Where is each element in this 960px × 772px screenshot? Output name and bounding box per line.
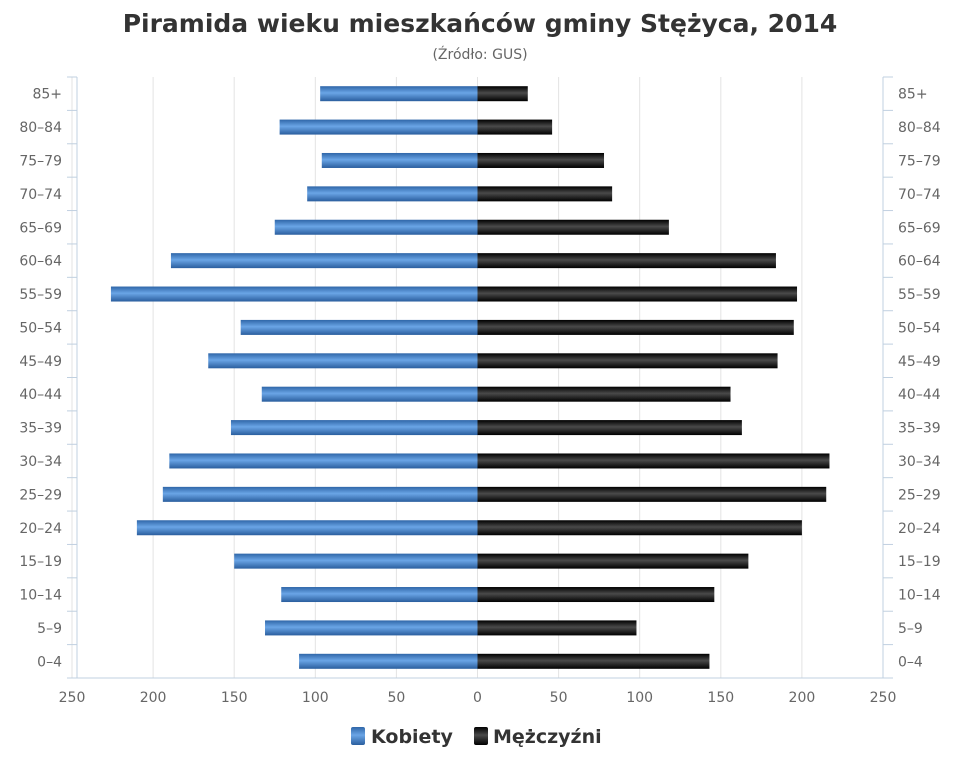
y-tick-label-right: 70–74	[898, 187, 941, 203]
bar-kobiety[interactable]	[261, 386, 478, 402]
bar-kobiety[interactable]	[265, 620, 478, 636]
bar-kobiety[interactable]	[170, 253, 478, 269]
bar-kobiety[interactable]	[240, 319, 478, 335]
y-tick-label-left: 85+	[32, 87, 62, 103]
y-tick-label-right: 15–19	[898, 554, 941, 570]
y-tick-label-right: 40–44	[898, 387, 941, 403]
legend-label-kobiety[interactable]: Kobiety	[371, 726, 454, 748]
y-tick-label-left: 5–9	[37, 621, 62, 637]
x-tick-label: 50	[387, 690, 405, 706]
y-tick-label-right: 25–29	[898, 487, 941, 503]
bar-mezczyzni[interactable]	[477, 420, 742, 436]
legend-swatch-mezczyzni[interactable]	[474, 727, 488, 745]
bar-mezczyzni[interactable]	[477, 353, 778, 369]
bar-mezczyzni[interactable]	[477, 253, 776, 269]
y-tick-label-right: 60–64	[898, 254, 941, 270]
y-tick-label-right: 75–79	[898, 153, 941, 169]
bar-kobiety[interactable]	[136, 520, 478, 536]
y-tick-label-right: 80–84	[898, 120, 941, 136]
bar-mezczyzni[interactable]	[477, 620, 637, 636]
bar-kobiety[interactable]	[279, 119, 478, 135]
bar-kobiety[interactable]	[169, 453, 478, 469]
x-tick-label: 200	[789, 690, 816, 706]
y-tick-label-left: 50–54	[19, 320, 62, 336]
x-tick-label: 250	[870, 690, 897, 706]
y-tick-label-left: 40–44	[19, 387, 62, 403]
y-tick-label-left: 10–14	[19, 588, 62, 604]
y-tick-label-right: 35–39	[898, 421, 941, 437]
y-tick-label-right: 30–34	[898, 454, 941, 470]
x-tick-label: 150	[707, 690, 734, 706]
y-tick-label-left: 80–84	[19, 120, 62, 136]
y-tick-label-left: 55–59	[19, 287, 62, 303]
y-tick-label-left: 15–19	[19, 554, 62, 570]
bar-kobiety[interactable]	[299, 653, 478, 669]
bar-mezczyzni[interactable]	[477, 319, 794, 335]
bar-mezczyzni[interactable]	[477, 453, 830, 469]
x-tick-label: 100	[302, 690, 329, 706]
bar-kobiety[interactable]	[230, 420, 478, 436]
x-tick-label: 100	[626, 690, 653, 706]
x-tick-label: 50	[550, 690, 568, 706]
y-tick-label-right: 85+	[898, 87, 928, 103]
bar-mezczyzni[interactable]	[477, 119, 553, 135]
y-tick-label-right: 10–14	[898, 588, 941, 604]
bar-mezczyzni[interactable]	[477, 653, 710, 669]
bar-kobiety[interactable]	[110, 286, 478, 302]
y-tick-label-left: 20–24	[19, 521, 62, 537]
bar-kobiety[interactable]	[162, 486, 478, 502]
bar-kobiety[interactable]	[274, 219, 478, 235]
bar-mezczyzni[interactable]	[477, 520, 802, 536]
legend-label-mezczyzni[interactable]: Mężczyźni	[493, 726, 602, 748]
y-tick-label-right: 55–59	[898, 287, 941, 303]
y-tick-label-left: 65–69	[19, 220, 62, 236]
bar-mezczyzni[interactable]	[477, 219, 669, 235]
chart-title: Piramida wieku mieszkańców gminy Stężyca…	[123, 9, 838, 38]
y-tick-label-right: 50–54	[898, 320, 941, 336]
y-tick-label-left: 35–39	[19, 421, 62, 437]
bar-mezczyzni[interactable]	[477, 486, 827, 502]
x-tick-label: 0	[473, 690, 482, 706]
bar-mezczyzni[interactable]	[477, 553, 749, 569]
y-tick-label-left: 75–79	[19, 153, 62, 169]
bar-kobiety[interactable]	[320, 86, 478, 102]
bar-mezczyzni[interactable]	[477, 286, 798, 302]
bar-kobiety[interactable]	[321, 152, 478, 168]
y-tick-label-left: 30–34	[19, 454, 62, 470]
bar-mezczyzni[interactable]	[477, 587, 715, 603]
y-tick-label-right: 65–69	[898, 220, 941, 236]
bar-mezczyzni[interactable]	[477, 186, 613, 202]
x-tick-label: 200	[140, 690, 167, 706]
y-tick-label-right: 5–9	[898, 621, 923, 637]
y-tick-label-left: 0–4	[37, 654, 62, 670]
bar-kobiety[interactable]	[307, 186, 478, 202]
y-tick-label-right: 45–49	[898, 354, 941, 370]
x-tick-label: 250	[59, 690, 86, 706]
y-tick-label-left: 60–64	[19, 254, 62, 270]
bar-mezczyzni[interactable]	[477, 386, 731, 402]
bar-mezczyzni[interactable]	[477, 152, 605, 168]
y-tick-label-left: 25–29	[19, 487, 62, 503]
bar-kobiety[interactable]	[208, 353, 478, 369]
y-tick-label-left: 70–74	[19, 187, 62, 203]
bar-mezczyzni[interactable]	[477, 86, 528, 102]
y-tick-label-right: 0–4	[898, 654, 923, 670]
legend-swatch-kobiety[interactable]	[351, 727, 365, 745]
x-tick-label: 150	[221, 690, 248, 706]
bar-kobiety[interactable]	[234, 553, 478, 569]
y-tick-label-right: 20–24	[898, 521, 941, 537]
bar-kobiety[interactable]	[281, 587, 478, 603]
y-tick-label-left: 45–49	[19, 354, 62, 370]
chart-subtitle: (Źródło: GUS)	[432, 45, 527, 63]
